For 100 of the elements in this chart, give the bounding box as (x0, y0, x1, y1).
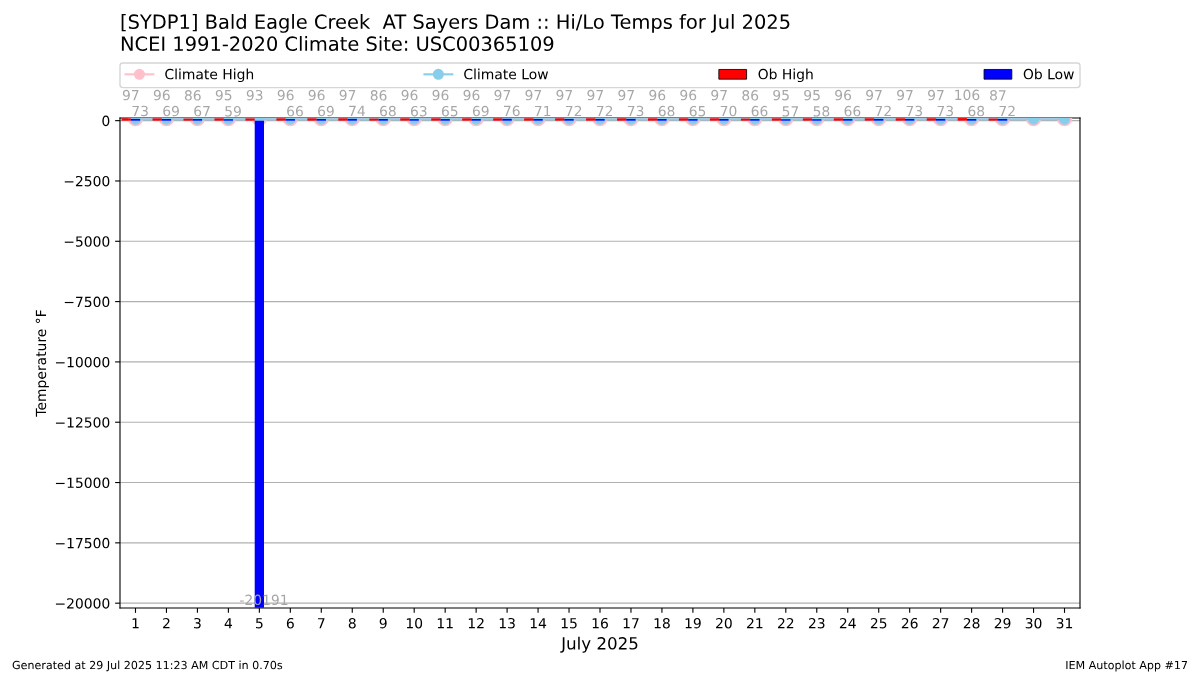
data-label: 72 (565, 105, 582, 117)
y-tick-label: −7500 (64, 296, 110, 308)
data-label: 73 (132, 105, 148, 117)
data-label: 86 (370, 90, 387, 101)
y-tick-label: −15000 (55, 477, 110, 489)
data-label: 97 (525, 89, 542, 101)
x-tick-label: 31 (1056, 617, 1073, 629)
data-label: 65 (689, 105, 706, 117)
y-tick-label: −12500 (55, 417, 110, 428)
x-tick-label: 26 (901, 617, 918, 629)
x-tick-label: 4 (224, 618, 233, 629)
data-label: 96 (401, 89, 418, 101)
data-label: 96 (277, 89, 294, 101)
x-tick-label: 11 (437, 618, 453, 629)
data-label: 66 (751, 105, 768, 117)
chart-subtitle: NCEI 1991-2020 Climate Site: USC00365109 (121, 36, 554, 52)
x-tick-label: 20 (716, 617, 732, 629)
data-label: 95 (804, 89, 820, 101)
y-tick-label: −10000 (55, 356, 110, 368)
x-tick-label: 5 (256, 618, 263, 629)
x-tick-label: 7 (318, 618, 325, 629)
y-tick-label: −5000 (64, 236, 110, 247)
x-tick-label: 16 (592, 617, 608, 629)
y-tick-label: −17500 (55, 537, 110, 549)
data-label: 97 (866, 89, 882, 101)
data-label: 71 (535, 105, 551, 117)
data-label: 106 (955, 89, 980, 101)
data-label: 72 (875, 105, 891, 117)
data-label: 58 (813, 106, 830, 117)
data-label: 97 (587, 89, 603, 101)
data-label: 87 (990, 90, 1006, 101)
data-label: 74 (349, 105, 365, 116)
x-tick-label: 1 (132, 618, 139, 629)
data-label: 59 (225, 106, 241, 117)
data-label: 69 (318, 105, 334, 117)
legend-label: Ob Low (1023, 68, 1074, 80)
x-tick-label: 10 (406, 617, 423, 629)
x-tick-label: 28 (963, 617, 980, 629)
x-tick-label: 23 (808, 617, 825, 629)
data-label: 76 (504, 105, 520, 117)
data-label: 93 (246, 89, 263, 101)
data-label: 97 (556, 89, 573, 101)
x-tick-label: 25 (870, 617, 887, 629)
x-tick-label: 9 (379, 617, 387, 629)
x-tick-label: 24 (839, 617, 856, 629)
x-tick-label: 29 (994, 617, 1011, 629)
data-label: 73 (627, 105, 644, 117)
data-label: 95 (773, 89, 789, 101)
data-label: 67 (194, 105, 210, 117)
text: Generated at 29 Jul 2025 11:23 AM CDT in 0.70s (12, 660, 283, 672)
data-label: 69 (163, 105, 179, 117)
x-tick-label: 30 (1025, 617, 1042, 629)
x-tick-label: 21 (747, 617, 763, 629)
x-tick-label: 2 (163, 617, 170, 629)
data-label: 97 (122, 89, 139, 101)
data-label: 72 (596, 105, 613, 117)
data-label: 68 (380, 105, 396, 117)
chart-title: [SYDP1] Bald Eagle Creek AT Sayers Dam :: Hi/Lo Temps for Jul 2025 (121, 14, 790, 33)
data-label: 96 (308, 89, 325, 101)
x-tick-label: 17 (623, 618, 639, 629)
legend-label: Climate High (165, 68, 254, 83)
data-label: 68 (658, 105, 675, 117)
data-label: 69 (472, 105, 489, 117)
data-label: 86 (184, 90, 201, 101)
data-label: 66 (287, 105, 303, 117)
x-tick-label: 8 (348, 617, 356, 629)
x-tick-label: 13 (499, 617, 515, 629)
y-tick-label: −20000 (55, 598, 110, 609)
data-label: 96 (153, 89, 170, 101)
data-label: 72 (999, 105, 1015, 117)
data-label: 96 (835, 89, 852, 101)
data-label: 96 (432, 89, 449, 101)
x-tick-label: 14 (530, 618, 547, 629)
y-tick-label: −2500 (64, 175, 110, 187)
data-label: 97 (711, 89, 727, 101)
data-label: 65 (441, 105, 458, 117)
x-tick-label: 19 (685, 617, 701, 629)
x-tick-label: 18 (654, 617, 670, 629)
data-label: 97 (618, 89, 634, 101)
x-axis-title: July 2025 (560, 636, 638, 653)
data-label: 97 (339, 89, 356, 101)
x-tick-label: 12 (468, 617, 484, 629)
x-tick-label: 6 (286, 617, 294, 629)
legend-label: Climate Low (464, 68, 548, 80)
y-axis-title: Temperature °F (35, 310, 49, 417)
data-label: 97 (494, 89, 511, 101)
data-label: 73 (937, 105, 954, 117)
data-label: 95 (215, 89, 232, 101)
data-label: 96 (680, 89, 697, 101)
x-tick-label: 15 (561, 618, 577, 629)
data-label: 70 (720, 105, 737, 117)
x-tick-label: 22 (777, 617, 794, 629)
data-label: 68 (968, 105, 985, 117)
data-label: 97 (928, 89, 944, 101)
data-label: 86 (742, 90, 759, 101)
x-tick-label: 3 (194, 617, 201, 629)
x-tick-label: 27 (932, 617, 949, 629)
legend-label: Ob High (758, 68, 813, 83)
data-label: 73 (906, 105, 923, 117)
y-tick-label: 0 (102, 115, 110, 127)
